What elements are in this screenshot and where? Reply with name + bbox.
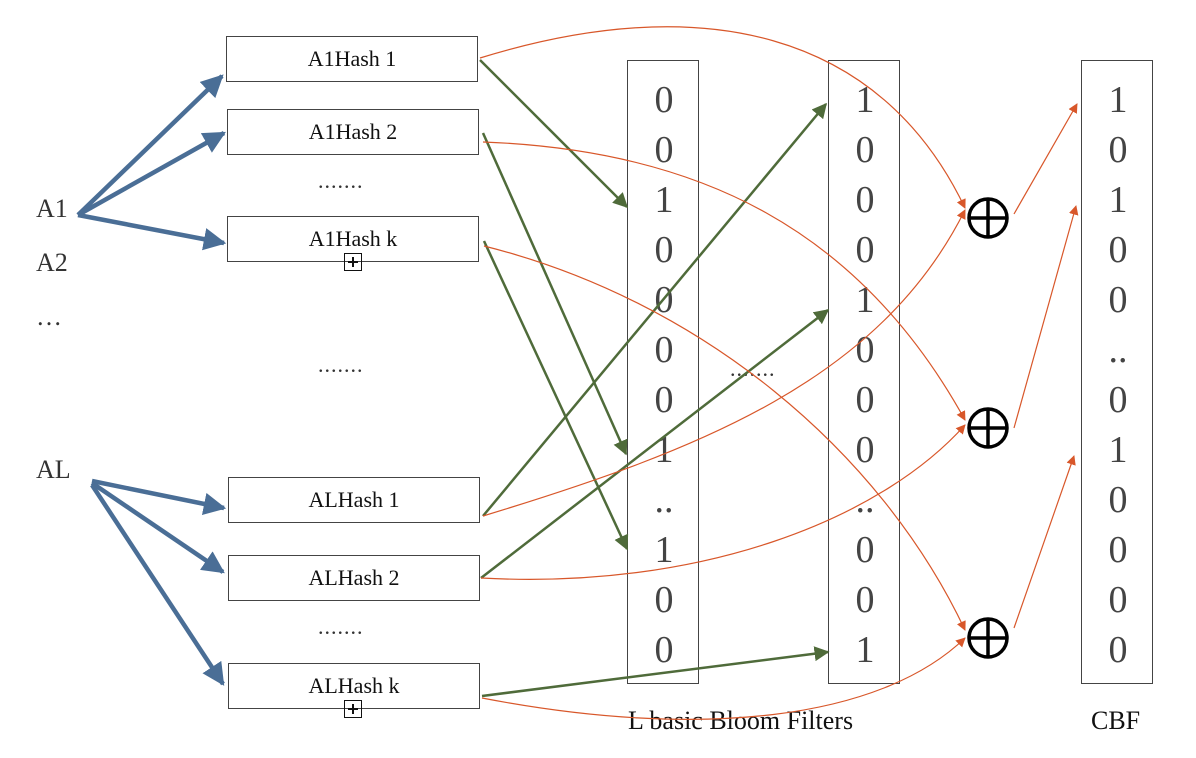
edge-a1h2-xor — [483, 142, 965, 420]
edge-a1-hashk — [78, 215, 224, 243]
edge-xor1-cbf — [1014, 104, 1077, 214]
edge-xor2-cbf — [1014, 206, 1076, 428]
edge-al-hashk — [92, 485, 223, 684]
edge-alhk-xor — [482, 638, 965, 719]
edge-a1h2-bit — [483, 133, 626, 454]
edge-a1hk-bit — [484, 241, 627, 549]
edge-a1h1-xor — [480, 27, 965, 208]
edge-a1h1-bit — [480, 60, 627, 207]
edge-alhk-bit — [482, 652, 828, 696]
edge-alh1-xor — [483, 210, 965, 516]
edge-xor3-cbf — [1014, 456, 1074, 628]
edge-alh2-xor — [481, 425, 965, 579]
edge-alh1-bit — [483, 104, 826, 516]
edge-alh2-bit — [481, 310, 828, 578]
edge-a1hk-xor — [484, 246, 965, 630]
